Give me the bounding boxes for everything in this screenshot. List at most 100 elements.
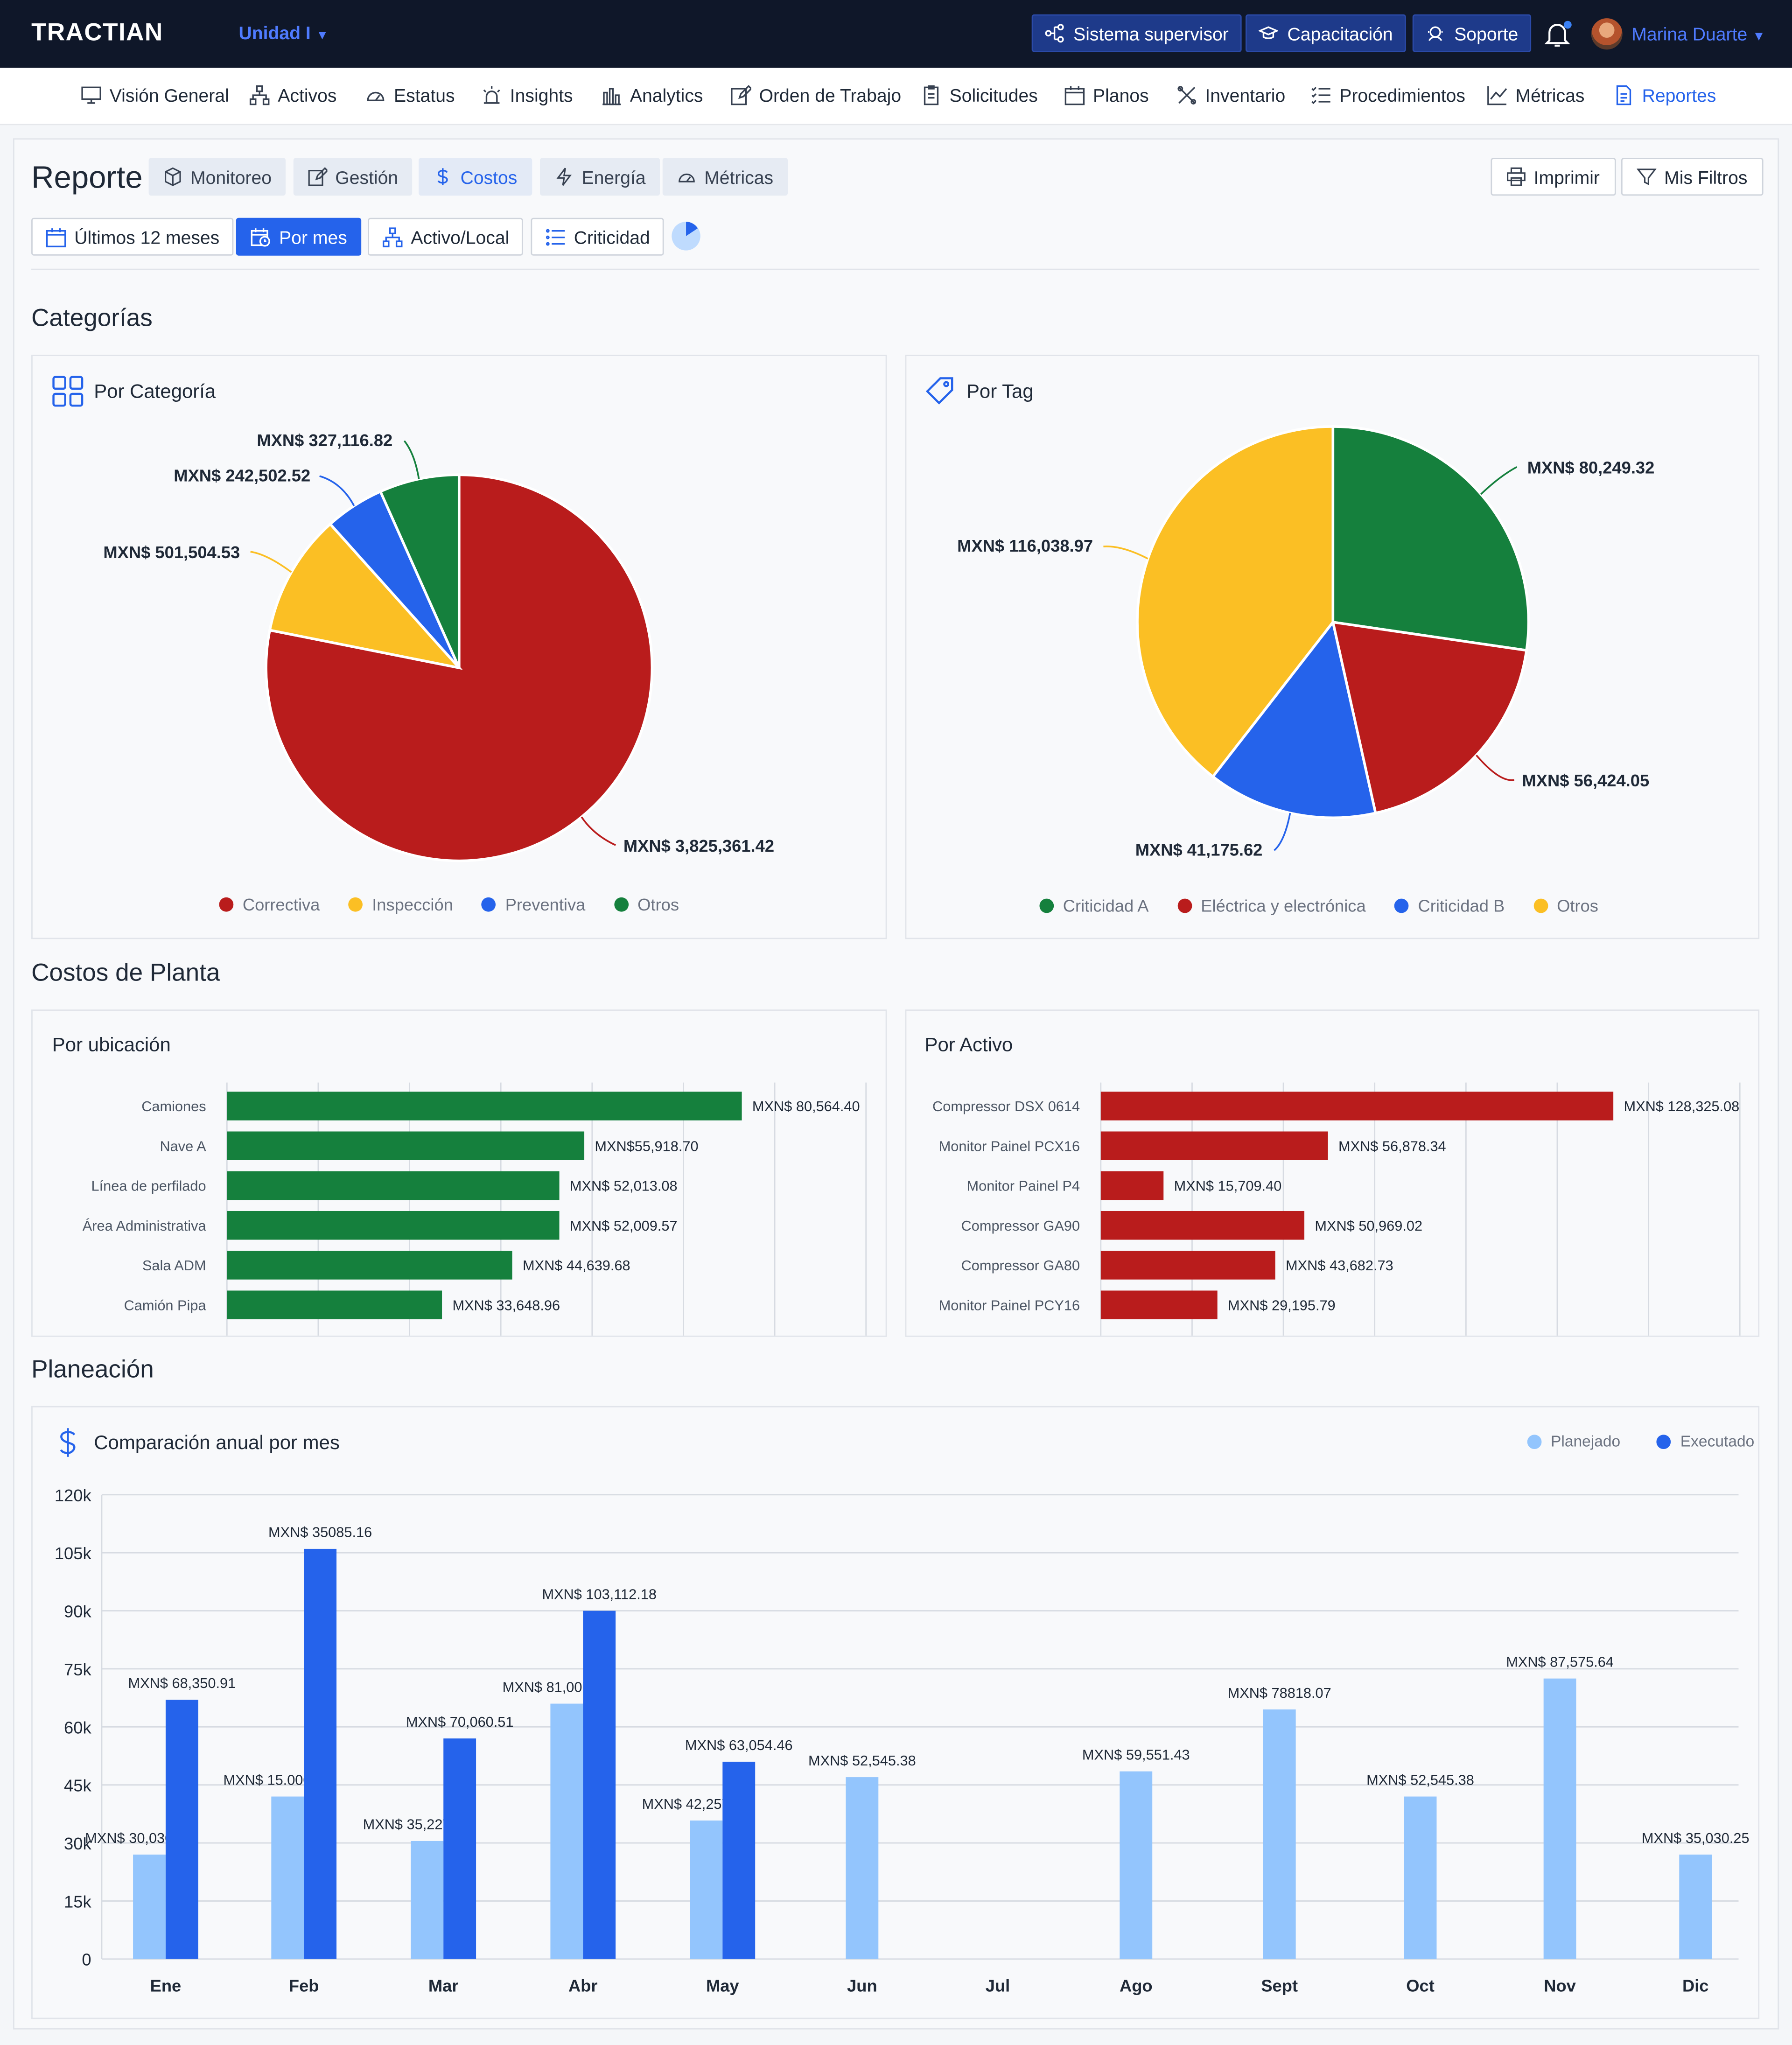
bar-por_activo-compressor-ga80[interactable] bbox=[1100, 1251, 1275, 1280]
soporte-button[interactable]: Soporte bbox=[1412, 14, 1532, 52]
nav-label: Insights bbox=[510, 84, 573, 106]
bar-planejado-mar[interactable] bbox=[411, 1841, 444, 1959]
pie-label-por_tag-otros: MXN$ 116,038.97 bbox=[957, 536, 1093, 555]
bar-planejado-ene[interactable] bbox=[133, 1854, 166, 1959]
bar-por_ubicacion-linea-de-perfilado[interactable] bbox=[227, 1171, 560, 1200]
pie-slice-por_tag-criticidad-b[interactable] bbox=[1211, 619, 1377, 819]
gauge-icon bbox=[679, 173, 695, 182]
bar-planejado-may[interactable] bbox=[690, 1820, 723, 1959]
print-button[interactable]: Imprimir bbox=[1491, 158, 1616, 196]
bar-por_ubicacion-area-administrativa[interactable] bbox=[227, 1211, 560, 1240]
bar-planejado-oct[interactable] bbox=[1404, 1796, 1437, 1959]
nav-label: Analytics bbox=[630, 84, 703, 106]
legend-item-preventiva[interactable]: Preventiva bbox=[482, 895, 585, 914]
nav-inventario[interactable]: Inventario bbox=[1176, 85, 1285, 105]
graduation-cap-icon bbox=[1258, 26, 1278, 39]
mis-filtros-button[interactable]: Mis Filtros bbox=[1621, 158, 1763, 196]
panel-title-por-ubicacion: Por ubicación bbox=[52, 1034, 171, 1057]
bell-icon[interactable] bbox=[1541, 18, 1573, 49]
bar-planejado-feb[interactable] bbox=[271, 1796, 304, 1959]
tab-metricas[interactable]: Métricas bbox=[662, 158, 788, 196]
pie-slice-por_categoria-otros[interactable] bbox=[378, 473, 461, 669]
legend-item-inspeccion[interactable]: Inspección bbox=[348, 895, 453, 914]
bar-executado-ene[interactable] bbox=[165, 1700, 198, 1959]
legend-item-correctiva[interactable]: Correctiva bbox=[219, 895, 320, 914]
bar-planejado-dic[interactable] bbox=[1679, 1854, 1712, 1959]
nav-activos[interactable]: Activos bbox=[249, 84, 337, 106]
bar-planejado-jun[interactable] bbox=[846, 1777, 879, 1959]
filter-label: Criticidad bbox=[574, 226, 650, 247]
pie-label-por_categoria-correctiva: MXN$ 3,825,361.42 bbox=[623, 836, 774, 855]
pie-slice-por_categoria-correctiva[interactable] bbox=[265, 473, 654, 862]
legend-item-planejado[interactable]: Planejado bbox=[1527, 1432, 1620, 1450]
pie-slice-por_tag-otros[interactable] bbox=[1136, 425, 1335, 779]
nav-reportes[interactable]: Reportes bbox=[1613, 85, 1716, 105]
bar-por_activo-monitor-painel-pcy16[interactable] bbox=[1100, 1290, 1218, 1319]
nav-planos[interactable]: Planos bbox=[1064, 85, 1149, 105]
pie-chart-icon[interactable] bbox=[671, 220, 702, 252]
y-tick-label: 120k bbox=[55, 1486, 92, 1505]
filter-label: Activo/Local bbox=[411, 226, 510, 247]
nav-label: Activos bbox=[278, 84, 337, 106]
filter-activo-local[interactable]: Activo/Local bbox=[368, 217, 524, 256]
filter-ultimos-12-meses[interactable]: Últimos 12 meses bbox=[31, 217, 234, 256]
tractian-logo[interactable]: TRACTIAN bbox=[31, 19, 163, 47]
bar-por_activo-compressor-dsx-0614[interactable] bbox=[1100, 1092, 1614, 1121]
bar-planejado-ago[interactable] bbox=[1120, 1771, 1153, 1959]
mis-filtros-label: Mis Filtros bbox=[1664, 166, 1748, 188]
user-menu[interactable]: Marina Duarte ▼ bbox=[1631, 23, 1765, 44]
bar-executado-may[interactable] bbox=[722, 1761, 756, 1959]
filter-label: Por mes bbox=[279, 226, 347, 247]
bar-por_activo-monitor-painel-pcx16[interactable] bbox=[1100, 1131, 1328, 1160]
pie-slice-por_categoria-inspeccion[interactable] bbox=[268, 522, 463, 670]
bar-executado-mar[interactable] bbox=[443, 1738, 476, 1959]
bar-planejado-abr[interactable] bbox=[550, 1703, 583, 1959]
nav-solicitudes[interactable]: Solicitudes bbox=[921, 85, 1038, 105]
unit-selector[interactable]: Unidad I ▼ bbox=[238, 22, 329, 43]
avatar[interactable] bbox=[1591, 18, 1623, 50]
legend-label: Executado bbox=[1680, 1432, 1755, 1450]
filter-por-mes[interactable]: Por mes bbox=[236, 217, 362, 256]
legend-item-executado[interactable]: Executado bbox=[1657, 1432, 1754, 1450]
nav-metricas[interactable]: Métricas bbox=[1487, 85, 1584, 105]
bar-executado-feb[interactable] bbox=[304, 1548, 337, 1959]
filter-criticidad[interactable]: Criticidad bbox=[531, 217, 665, 256]
pie-slice-por_tag-criticidad-a[interactable] bbox=[1331, 425, 1530, 652]
tab-gestion[interactable]: Gestión bbox=[293, 158, 413, 196]
checklist-icon bbox=[1311, 87, 1330, 105]
legend-item-otros[interactable]: Otros bbox=[1533, 896, 1598, 916]
sistema-supervisor-button[interactable]: Sistema supervisor bbox=[1031, 14, 1242, 52]
bar-por_ubicacion-camion-pipa[interactable] bbox=[227, 1290, 442, 1319]
bar-por_ubicacion-nave-a[interactable] bbox=[227, 1131, 585, 1160]
bar-value-label-executado: MXN$ 68,350.91 bbox=[128, 1675, 236, 1691]
tab-costos[interactable]: Costos bbox=[419, 158, 532, 196]
nav-vision-general[interactable]: Visión General bbox=[81, 85, 229, 105]
nav-orden-de-trabajo[interactable]: Orden de Trabajo bbox=[730, 85, 901, 105]
tab-monitoreo[interactable]: Monitoreo bbox=[148, 158, 286, 196]
legend-item-otros[interactable]: Otros bbox=[614, 895, 679, 914]
bar-executado-abr[interactable] bbox=[583, 1611, 616, 1959]
bar-por_ubicacion-sala-adm[interactable] bbox=[227, 1251, 512, 1280]
y-tick-label: 45k bbox=[64, 1776, 91, 1795]
bar-por_ubicacion-camiones[interactable] bbox=[227, 1092, 742, 1121]
bar-por_activo-monitor-painel-p4[interactable] bbox=[1100, 1171, 1164, 1200]
bar-value-label-por_ubicacion: MXN$ 80,564.40 bbox=[752, 1098, 860, 1114]
tab-label: Energía bbox=[581, 166, 646, 188]
legend-item-electrica-y-electronica[interactable]: Eléctrica y electrónica bbox=[1177, 896, 1366, 916]
capacitacion-button[interactable]: Capacitación bbox=[1246, 14, 1406, 52]
y-tick-label: 75k bbox=[64, 1660, 91, 1679]
bar-por_activo-compressor-ga90[interactable] bbox=[1100, 1211, 1305, 1240]
panel-title-label: Por Categoría bbox=[94, 380, 216, 403]
bar-planejado-sept[interactable] bbox=[1263, 1709, 1296, 1959]
nav-analytics[interactable]: Analytics bbox=[601, 84, 703, 106]
print-label: Imprimir bbox=[1533, 166, 1600, 188]
nav-insights[interactable]: Insights bbox=[481, 84, 573, 106]
nav-estatus[interactable]: Estatus bbox=[365, 85, 455, 105]
bar-planejado-nov[interactable] bbox=[1543, 1678, 1576, 1959]
legend-item-criticidad-b[interactable]: Criticidad B bbox=[1394, 896, 1505, 916]
legend-item-criticidad-a[interactable]: Criticidad A bbox=[1039, 896, 1149, 916]
tab-energia[interactable]: Energía bbox=[540, 158, 660, 196]
legend-dot bbox=[348, 897, 363, 912]
nav-procedimientos[interactable]: Procedimientos bbox=[1311, 85, 1465, 105]
leader-line-por_tag-otros bbox=[1103, 545, 1148, 560]
